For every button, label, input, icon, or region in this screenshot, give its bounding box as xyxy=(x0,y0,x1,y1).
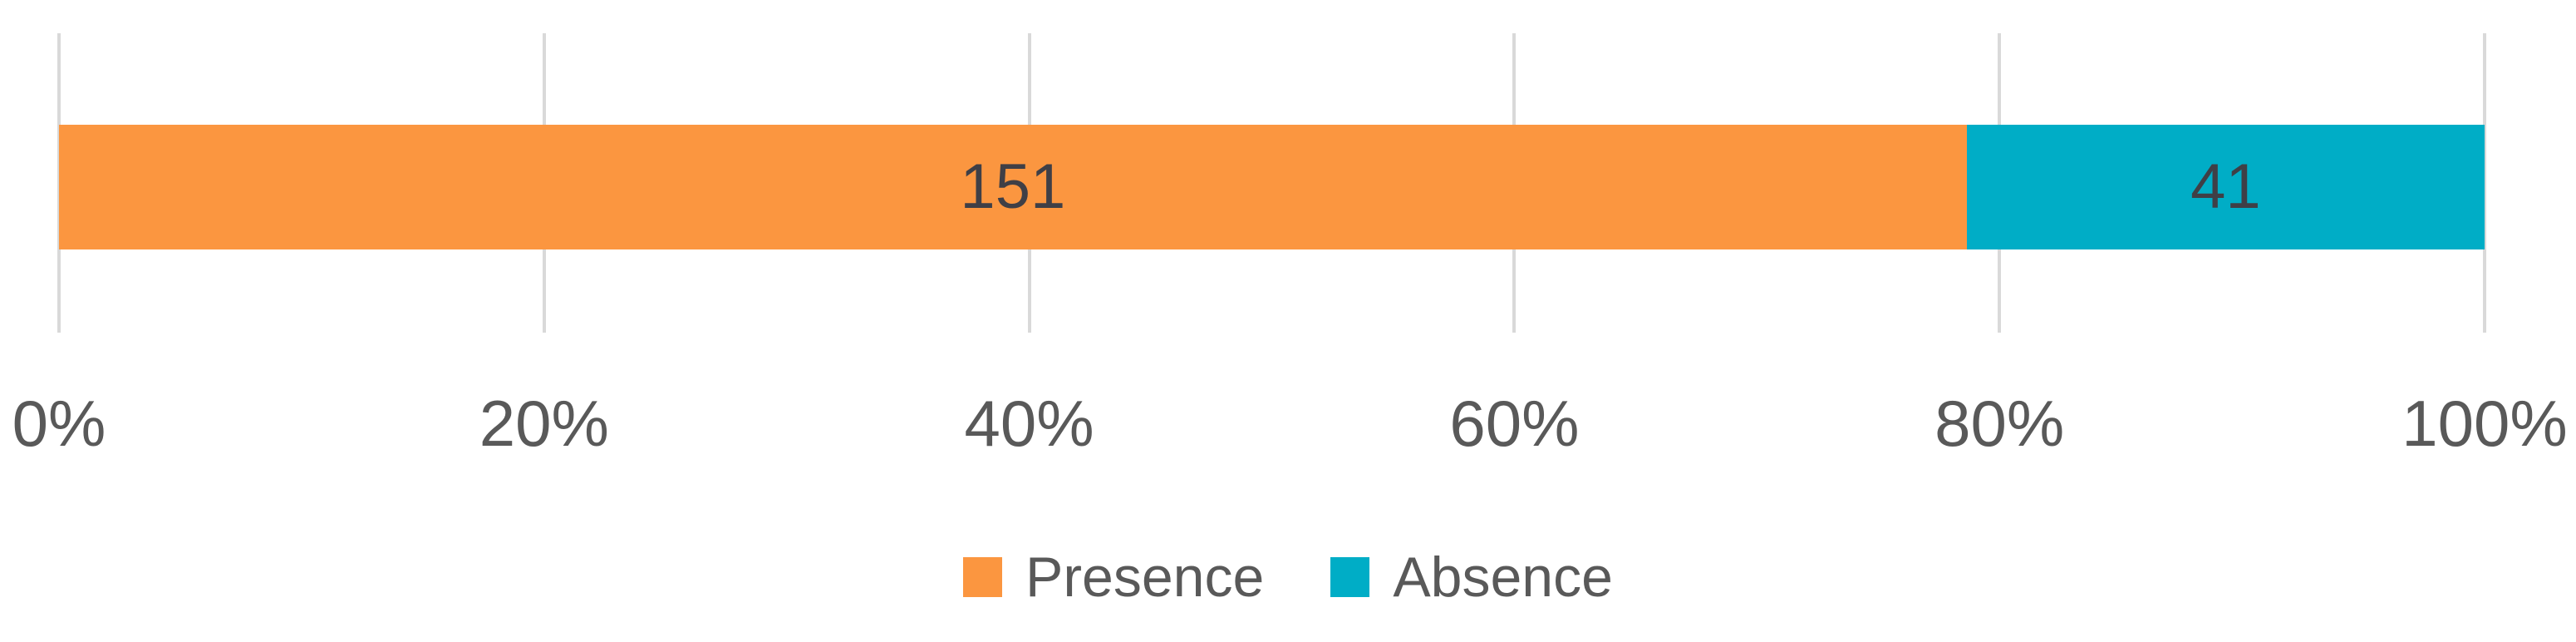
x-axis-tick-label-40: 40% xyxy=(964,387,1094,460)
x-axis-tick-label-60: 60% xyxy=(1449,387,1580,460)
x-axis: 0% 20% 40% 60% 80% 100% xyxy=(12,387,2568,474)
legend: Presence Absence xyxy=(0,549,2576,605)
bar-segment-absence: 41 xyxy=(1966,125,2485,249)
plot-area: 151 41 xyxy=(57,33,2486,333)
legend-label-presence: Presence xyxy=(1025,546,1265,609)
x-axis-tick-label-20: 20% xyxy=(479,387,609,460)
legend-item-absence: Absence xyxy=(1330,549,1613,605)
data-label-presence: 151 xyxy=(960,151,1066,222)
gridline-100 xyxy=(2483,33,2486,333)
legend-swatch-absence-icon xyxy=(1330,557,1370,597)
data-label-absence: 41 xyxy=(2190,151,2261,222)
x-axis-tick-label-100: 100% xyxy=(2401,387,2568,460)
bar-segment-presence: 151 xyxy=(59,125,1967,249)
x-axis-tick-label-0: 0% xyxy=(12,387,106,460)
stacked-bar: 151 41 xyxy=(59,125,2485,249)
x-axis-tick-label-80: 80% xyxy=(1934,387,2065,460)
legend-item-presence: Presence xyxy=(963,549,1264,605)
legend-swatch-presence-icon xyxy=(963,557,1003,597)
legend-label-absence: Absence xyxy=(1393,546,1613,609)
